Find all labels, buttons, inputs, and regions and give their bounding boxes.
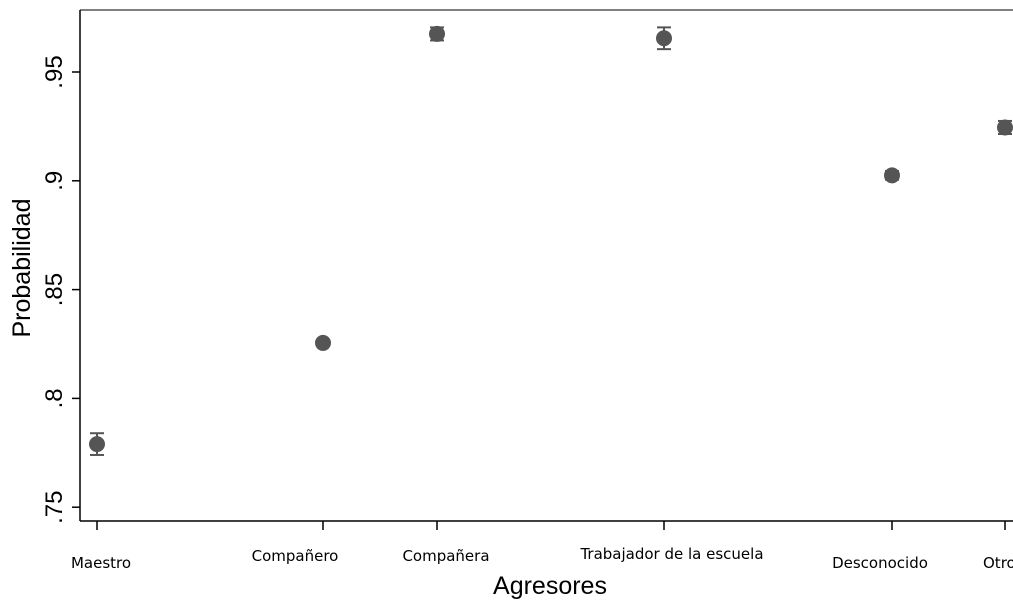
x-axis-title: Agresores [493, 572, 607, 600]
y-tick-label: .9 [41, 171, 68, 191]
y-tick-label: .95 [41, 55, 68, 88]
y-axis-title: Probabilidad [8, 199, 36, 338]
data-point [884, 167, 900, 184]
x-tick-label: Trabajador de la escuela [579, 545, 763, 563]
data-point [89, 436, 105, 453]
data-point [429, 25, 445, 42]
data-point [997, 119, 1013, 136]
data-point [656, 30, 672, 47]
x-tick-label: Otro [983, 554, 1013, 572]
x-tick-label: Desconocido [832, 554, 928, 572]
y-tick-label: .8 [41, 388, 68, 408]
y-ticks: .75 .8 .85 .9 .95 [41, 55, 80, 524]
data-point [315, 334, 331, 351]
x-tick-label: Compañero [252, 547, 339, 565]
x-ticks: Maestro Compañero Compañera Trabajador de l… [71, 521, 1013, 572]
x-tick-label: Maestro [71, 554, 131, 572]
y-tick-label: .85 [41, 273, 68, 306]
y-tick-label: .75 [41, 491, 68, 524]
data-points [89, 25, 1013, 456]
x-tick-label: Compañera [402, 547, 489, 565]
